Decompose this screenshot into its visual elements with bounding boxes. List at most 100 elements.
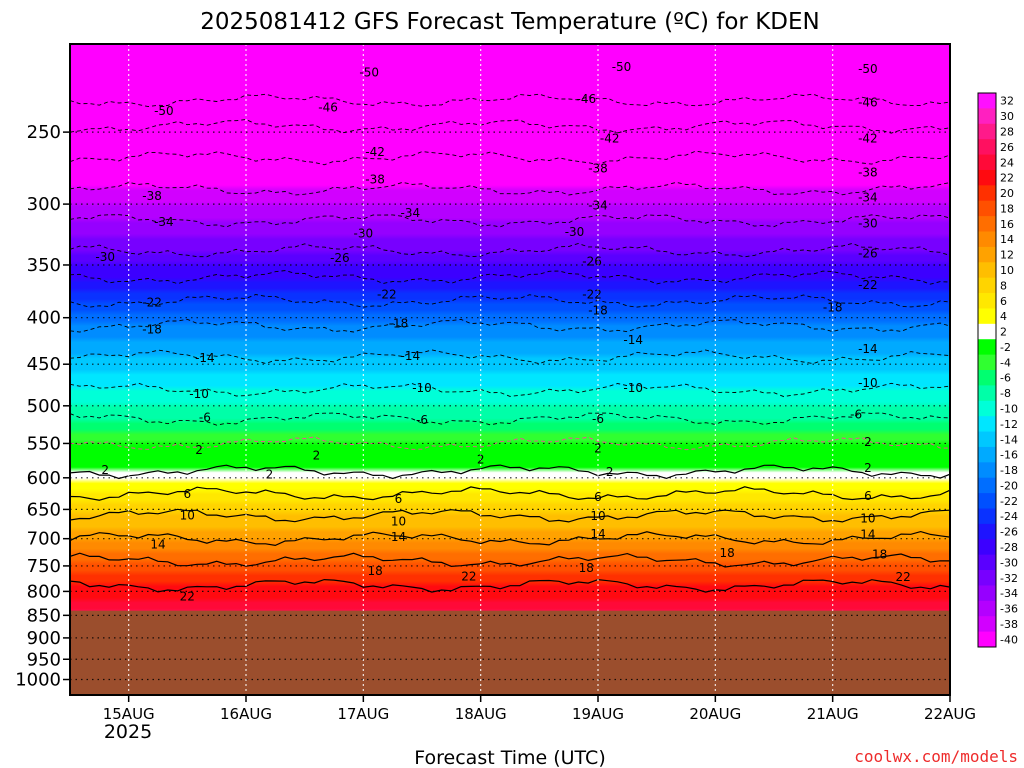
colorbar-swatch: [978, 416, 996, 432]
colorbar-swatch: [978, 585, 996, 602]
contour-label: -26: [582, 255, 602, 269]
y-tick-label: 800: [27, 581, 61, 602]
contour-label: -26: [858, 247, 878, 261]
contour-label: -46: [576, 92, 596, 106]
colorbar-label: 2: [1000, 326, 1007, 339]
colorbar-label: -32: [1000, 572, 1018, 585]
colorbar-swatch: [978, 523, 996, 540]
contour-line: [70, 294, 950, 308]
contour-label: -18: [588, 304, 608, 318]
contour-label: 22: [180, 589, 195, 603]
contour-line: [70, 181, 950, 196]
contour-label: 6: [864, 489, 872, 503]
colorbar-swatch: [978, 385, 996, 402]
contour-label: -10: [412, 381, 432, 395]
contour-label: -38: [142, 189, 162, 203]
contour-label: -50: [154, 104, 174, 118]
colorbar-swatch: [978, 600, 996, 617]
contour-line: [70, 382, 950, 398]
plot-area: -50 -50 -50 -50 -46 -46 -46 -42 -42 -42 -38 -38 -38 -…: [70, 44, 950, 695]
contour-label: 14: [150, 537, 165, 551]
x-tick-label: 18AUG: [455, 705, 507, 723]
x-tick-label: 17AUG: [337, 705, 389, 723]
contour-label: -22: [858, 278, 878, 292]
contour-label: -50: [612, 60, 632, 74]
contour-label: 2: [101, 463, 109, 477]
contour-label: -42: [365, 145, 385, 159]
contour-label: -46: [858, 96, 878, 110]
colorbar-swatch: [978, 400, 996, 417]
contour-label: -14: [623, 333, 643, 347]
contour-label: -10: [858, 376, 878, 390]
contour-line: [70, 412, 950, 426]
contour-label: -6: [199, 411, 211, 425]
contour-label: -6: [416, 413, 428, 427]
contour-label: -18: [142, 322, 162, 336]
colorbar-swatch: [978, 185, 996, 202]
colorbar-label: -26: [1000, 526, 1018, 539]
y-tick-label: 650: [27, 499, 61, 520]
contour-label: -14: [400, 349, 420, 363]
colorbar-swatch: [978, 169, 996, 186]
colorbar-label: -28: [1000, 541, 1018, 554]
colorbar-swatch: [978, 123, 996, 140]
contour-label: 2: [864, 461, 872, 475]
colorbar-label: 24: [1000, 156, 1014, 169]
contour-label: 2: [313, 449, 321, 463]
contour-label: -30: [858, 216, 878, 230]
colorbar-swatch: [978, 539, 996, 556]
contour-line: [70, 93, 950, 108]
y-tick-label: 550: [27, 433, 61, 454]
contour-label: 18: [579, 561, 594, 575]
y-tick-label: 1000: [15, 670, 61, 691]
contour-label: -42: [600, 131, 620, 145]
contour-line: [70, 242, 950, 258]
contour-labels: -50 -50 -50 -50 -46 -46 -46 -42 -42 -42 -38 -38 -38 -…: [95, 60, 910, 603]
contour-label: -50: [858, 62, 878, 76]
x-axis-year: 2025: [104, 721, 152, 743]
colorbar-label: -4: [1000, 356, 1011, 369]
x-tick-label: 19AUG: [572, 705, 624, 723]
x-tick-label: 20AUG: [689, 705, 741, 723]
contour-label: 6: [395, 492, 403, 506]
colorbar-label: -40: [1000, 633, 1018, 646]
contour-line: [70, 119, 950, 134]
contour-line: [70, 150, 950, 166]
colorbar-swatch: [978, 446, 996, 463]
colorbar-swatch: [978, 554, 996, 571]
contour-label: 2: [266, 468, 274, 482]
colorbar-swatch: [978, 246, 996, 263]
y-tick-label: 300: [27, 194, 61, 215]
contour-line: [70, 436, 950, 451]
contour-label: -46: [318, 101, 338, 115]
colorbar-label: 28: [1000, 126, 1014, 139]
x-tick-label: 21AUG: [807, 705, 859, 723]
contour-label: -30: [95, 250, 115, 264]
contour-label: -18: [389, 317, 409, 331]
colorbar-swatch: [978, 462, 996, 479]
colorbar-swatch: [978, 277, 996, 294]
contour-lines: [70, 93, 950, 593]
colorbar-swatch: [978, 308, 996, 325]
chart-title: 2025081412 GFS Forecast Temperature (ºC)…: [200, 9, 819, 35]
contour-label: 18: [872, 548, 887, 562]
contour-label: -14: [858, 342, 878, 356]
contour-label: -30: [353, 226, 373, 240]
colorbar-swatch: [978, 508, 996, 525]
colorbar-label: -38: [1000, 618, 1018, 631]
contour-label: 22: [461, 569, 476, 583]
colorbar-frame: [977, 92, 997, 648]
contour-label: 2: [477, 453, 485, 467]
colorbar-swatch: [978, 200, 996, 217]
colorbar-swatch: [978, 216, 996, 232]
contour-label: 6: [183, 487, 191, 501]
y-tick-label: 900: [27, 628, 61, 649]
colorbar-label: -2: [1000, 341, 1011, 354]
contour-label: -22: [582, 287, 602, 301]
contour-label: -34: [858, 191, 878, 205]
x-axis-title: Forecast Time (UTC): [414, 747, 605, 768]
colorbar-swatch: [978, 477, 996, 494]
contour-label: -22: [142, 296, 162, 310]
contour-label: -34: [154, 215, 174, 229]
colorbar-label: -30: [1000, 556, 1018, 569]
